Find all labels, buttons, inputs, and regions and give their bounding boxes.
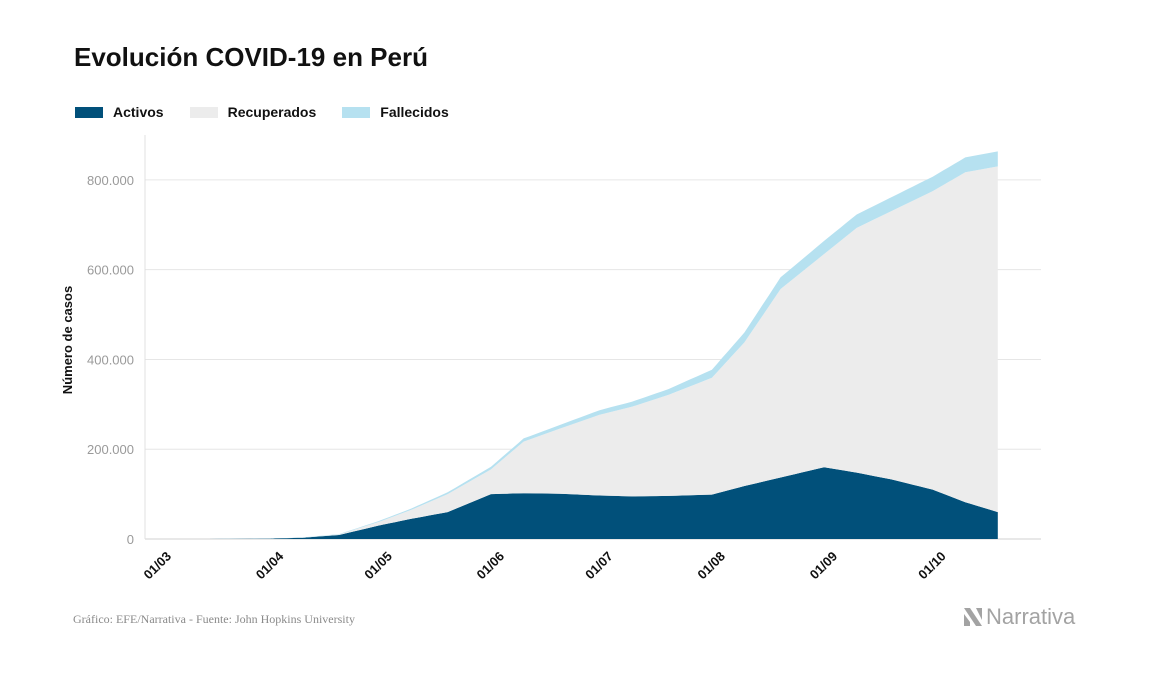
narrativa-logo: Narrativa <box>962 604 1075 630</box>
x-tick-label: 01/05 <box>361 549 395 583</box>
y-tick-label: 600.000 <box>87 263 134 278</box>
narrativa-logo-icon <box>964 608 982 626</box>
x-tick-label: 01/07 <box>582 549 616 583</box>
legend-label-activos: Activos <box>113 104 164 120</box>
legend-swatch-fallecidos <box>342 106 371 118</box>
legend-item-activos: Activos <box>75 104 164 120</box>
y-axis-label: Número de casos <box>60 286 75 394</box>
y-tick-label: 0 <box>127 532 134 547</box>
x-tick-label: 01/08 <box>694 549 728 583</box>
legend-item-recuperados: Recuperados <box>189 104 317 120</box>
x-tick-label: 01/10 <box>915 549 949 583</box>
x-tick-label: 01/04 <box>253 548 287 582</box>
x-tick-label: 01/09 <box>807 549 841 583</box>
source-note: Gráfico: EFE/Narrativa - Fuente: John Ho… <box>73 612 355 626</box>
legend-item-fallecidos: Fallecidos <box>342 104 449 120</box>
legend: Activos Recuperados Fallecidos <box>75 104 475 120</box>
area-fallecidos <box>158 151 998 539</box>
y-tick-label: 200.000 <box>87 442 134 457</box>
area-recuperados <box>158 166 998 539</box>
y-tick-label: 800.000 <box>87 173 134 188</box>
legend-swatch-activos <box>75 106 103 118</box>
x-tick-label: 01/06 <box>474 549 508 583</box>
legend-label-recuperados: Recuperados <box>227 104 317 120</box>
x-tick-label: 01/03 <box>141 549 175 583</box>
narrativa-logo-text: Narrativa <box>986 604 1076 629</box>
legend-label-fallecidos: Fallecidos <box>380 104 449 120</box>
y-tick-label: 400.000 <box>87 352 134 367</box>
legend-swatch-recuperados <box>189 106 218 118</box>
y-axis: 0 200.000 400.000 600.000 800.000 <box>87 173 134 547</box>
area-activos <box>158 467 998 539</box>
stacked-areas <box>158 151 998 539</box>
x-axis: 01/03 01/04 01/05 01/06 01/07 01/08 01/09 01/10 <box>141 548 949 582</box>
chart-title: Evolución COVID-19 en Perú <box>74 42 428 72</box>
